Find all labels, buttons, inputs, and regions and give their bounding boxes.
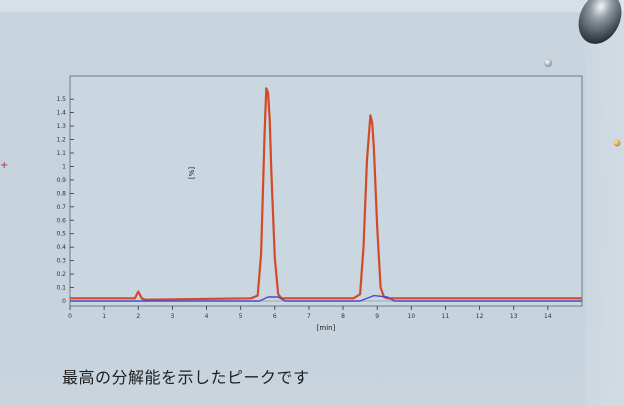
y-tick-label: 0.6 [56,217,66,224]
gold-bead-icon [613,139,621,147]
x-tick-label: 1 [102,313,106,320]
y-tick-label: 1.1 [56,150,66,157]
x-tick-label: 5 [239,313,243,320]
x-tick-label: 6 [273,313,277,320]
y-tick-label: 0.4 [56,244,66,251]
figure-caption: 最高の分解能を示したピークです [62,368,310,387]
right-band [585,0,624,406]
x-tick-label: 11 [442,313,450,320]
y-tick-label: 1.4 [56,110,66,117]
x-tick-label: 9 [375,313,379,320]
plot-area [69,75,583,307]
series-group [70,87,582,302]
y-axis-label: [%] [188,167,196,179]
y-tick-label: 0.5 [56,231,66,238]
x-tick-label: 0 [68,313,72,320]
x-tick-label: 10 [408,313,416,320]
y-axis-ticks: 0 0.1 0.2 0.3 0.4 0.5 0.6 0.7 0.8 0.9 1 1.1 1.2 1.3 1.… [56,96,74,305]
x-tick-label: 2 [136,313,140,320]
x-tick-label: 4 [205,313,209,320]
x-axis-label: [min] [317,324,336,332]
edge-marker: + [0,160,9,171]
y-tick-label: 0 [62,298,66,305]
y-tick-label: 1.5 [56,96,66,103]
droplet-icon [578,0,622,44]
x-axis-ticks: 0 1 2 3 4 5 6 7 8 9 10 11 12 13 14 [68,306,552,320]
x-tick-label: 3 [170,313,174,320]
y-tick-label: 0.2 [56,271,66,278]
top-band [0,0,624,12]
x-tick-label: 14 [544,313,552,320]
y-tick-label: 0.3 [56,258,66,265]
y-tick-label: 0.7 [56,204,66,211]
x-tick-label: 7 [307,313,311,320]
x-tick-label: 13 [510,313,518,320]
small-droplet-icon [544,59,552,67]
y-tick-label: 1.3 [56,123,66,130]
y-tick-label: 0.8 [56,190,66,197]
y-tick-label: 0.9 [56,177,66,184]
series-line-secondary [70,294,582,302]
y-tick-label: 1.2 [56,137,66,144]
y-tick-label: 0.1 [56,285,66,292]
x-tick-label: 12 [476,313,484,320]
x-tick-label: 8 [341,313,345,320]
y-tick-label: 1 [62,163,66,170]
